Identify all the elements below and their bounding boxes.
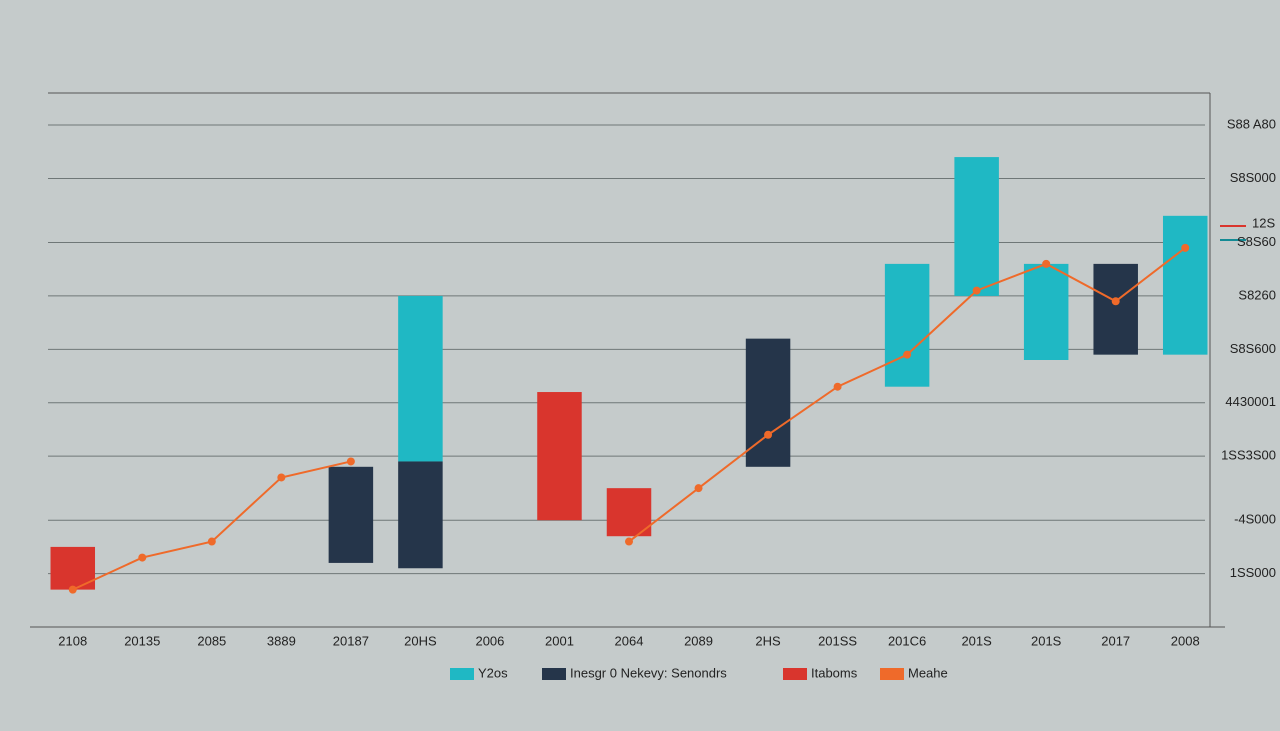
y-tick-label: 4430001 (1225, 394, 1276, 409)
bar (1023, 263, 1069, 360)
legend-label: Y2os (478, 665, 508, 680)
bar (606, 488, 652, 537)
x-tick-label: 201C6 (888, 633, 926, 648)
x-tick-label: 201S (1031, 633, 1062, 648)
legend-swatch (450, 668, 474, 680)
point (207, 537, 216, 546)
bar (884, 263, 930, 387)
x-tick-label: 2064 (615, 633, 644, 648)
bar (1162, 215, 1208, 355)
bar (954, 157, 999, 296)
y-tick-label: S8S000 (1230, 170, 1276, 185)
y-tick-label: S8S600 (1230, 341, 1276, 356)
x-tick-label: 201S (961, 633, 992, 648)
x-tick-label: 20187 (333, 633, 369, 648)
x-tick-label: 20HS (404, 633, 437, 648)
point (1111, 297, 1120, 306)
x-tick-label: 2001 (545, 633, 574, 648)
point (764, 430, 773, 439)
x-tick-label: 2006 (475, 633, 504, 648)
bar (537, 392, 582, 521)
point (1181, 243, 1190, 252)
point (625, 537, 633, 546)
legend-label: Itaboms (811, 665, 858, 680)
y-tick-label: S88 A80 (1227, 116, 1276, 131)
bar (1093, 263, 1138, 355)
point (972, 286, 981, 295)
x-tick-label: 20135 (124, 633, 160, 648)
point (833, 382, 842, 391)
y-tick-label: 1SS3S00 (1221, 448, 1276, 463)
point (903, 350, 912, 359)
x-tick-label: 2008 (1171, 633, 1200, 648)
point (694, 484, 703, 493)
legend-swatch (783, 668, 807, 680)
legend-swatch (542, 668, 566, 680)
legend-swatch (880, 668, 904, 680)
point (1042, 259, 1051, 268)
point (138, 553, 147, 562)
x-tick-label: 2108 (58, 633, 87, 648)
x-tick-label: 2017 (1101, 633, 1130, 648)
point (277, 473, 286, 482)
x-tick-label: 2085 (197, 633, 226, 648)
x-tick-label: 2089 (684, 633, 713, 648)
y-tick-label: -4S000 (1234, 512, 1276, 527)
bar (398, 461, 443, 569)
annotation: 12S (1252, 215, 1275, 230)
bar (398, 295, 443, 462)
legend-label: Inesgr 0 Nekevy: Senondrs (570, 665, 727, 680)
x-tick-label: 2HS (755, 633, 781, 648)
y-tick-label: 1SS000 (1230, 565, 1276, 580)
x-tick-label: 201SS (818, 633, 857, 648)
legend-label: Meahe (908, 665, 948, 680)
x-tick-label: 3889 (267, 633, 296, 648)
point (346, 457, 355, 466)
y-tick-label: S8S60 (1237, 234, 1276, 249)
y-tick-label: S8260 (1238, 287, 1276, 302)
point (68, 585, 77, 594)
bar (328, 466, 374, 563)
